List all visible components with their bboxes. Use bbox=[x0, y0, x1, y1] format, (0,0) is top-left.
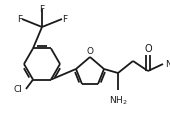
Text: F: F bbox=[62, 14, 67, 23]
Text: O: O bbox=[87, 47, 94, 56]
Text: F: F bbox=[17, 14, 22, 23]
Text: NH$_2$: NH$_2$ bbox=[165, 58, 170, 71]
Text: NH$_2$: NH$_2$ bbox=[109, 94, 127, 107]
Text: Cl: Cl bbox=[13, 85, 22, 94]
Text: F: F bbox=[39, 5, 45, 14]
Text: O: O bbox=[144, 44, 152, 54]
